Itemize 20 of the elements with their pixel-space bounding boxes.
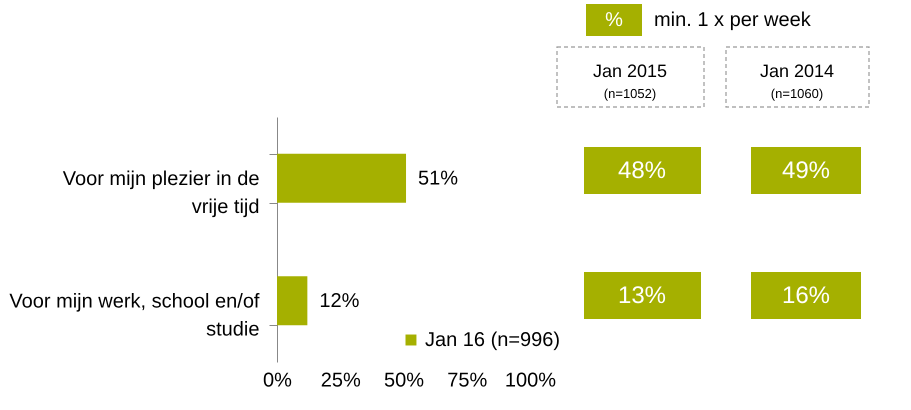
y-tick-label: Voor mijn werk, school en/of studie [9, 290, 260, 340]
x-tick-label: 0% [263, 370, 292, 392]
text: 48% [618, 157, 666, 184]
text: min. 1 x per week [654, 9, 812, 31]
data-label: 51% [418, 167, 458, 190]
text: (n=1052) [604, 86, 656, 101]
text: (n=1060) [770, 86, 824, 101]
x-tick-label: 25% [320, 370, 361, 392]
legend-label: Jan 16 (n=996) [424, 329, 560, 351]
text: Jan 2014 [760, 61, 834, 81]
text: % [605, 9, 624, 31]
text: 49% [782, 157, 830, 184]
x-tick-label: 50% [384, 370, 424, 392]
text: Jan 2015 [592, 61, 668, 81]
text: 16% [782, 282, 830, 309]
y-tick-label: Voor mijn plezier in de vrije tijd [62, 168, 260, 218]
data-label: 12% [319, 290, 360, 312]
x-tick-label: 100% [504, 370, 556, 392]
text: 13% [618, 282, 666, 309]
x-tick-label: 75% [447, 370, 488, 392]
